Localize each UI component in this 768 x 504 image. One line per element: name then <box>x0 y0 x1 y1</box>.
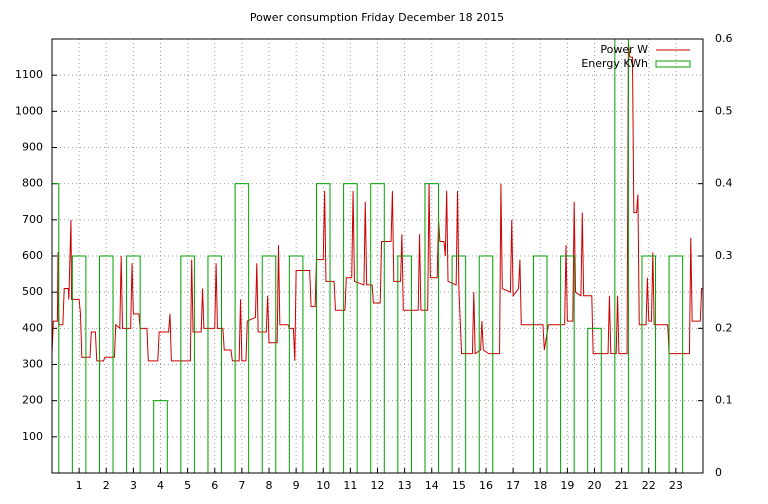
y2-tick-label: 0.3 <box>715 249 733 262</box>
y2-tick-label: 0.2 <box>715 321 733 334</box>
plot-area <box>52 39 703 473</box>
energy-box <box>451 255 467 473</box>
x-tick-label: 9 <box>293 479 300 492</box>
energy-box <box>288 255 304 473</box>
energy-box <box>98 255 114 473</box>
y-tick-label: 400 <box>22 321 43 334</box>
x-tick-label: 2 <box>103 479 110 492</box>
x-tick-label: 5 <box>184 479 191 492</box>
energy-box <box>424 183 440 473</box>
x-tick-label: 7 <box>238 479 245 492</box>
x-tick-label: 11 <box>343 479 357 492</box>
x-tick-label: 20 <box>588 479 602 492</box>
x-tick-label: 12 <box>371 479 385 492</box>
y-tick-label: 300 <box>22 358 43 371</box>
x-tick-label: 4 <box>157 479 164 492</box>
energy-box <box>560 255 575 473</box>
x-tick-label: 19 <box>560 479 574 492</box>
x-tick-label: 16 <box>479 479 493 492</box>
x-tick-label: 1 <box>76 479 83 492</box>
y2-tick-label: 0.1 <box>715 394 733 407</box>
energy-box <box>668 255 684 473</box>
energy-box <box>234 183 250 473</box>
y-tick-label: 600 <box>22 249 43 262</box>
energy-box <box>126 255 141 473</box>
energy-box <box>641 255 657 473</box>
y2-tick-label: 0.4 <box>715 177 733 190</box>
y2-tick-label: 0.5 <box>715 104 733 117</box>
energy-box <box>614 39 629 473</box>
y2-tick-label: 0.6 <box>715 32 733 45</box>
x-tick-label: 21 <box>615 479 629 492</box>
y2-tick-label: 0 <box>715 466 722 479</box>
y-tick-label: 900 <box>22 141 43 154</box>
energy-box <box>532 255 548 473</box>
energy-box <box>71 255 87 473</box>
energy-box <box>261 255 277 473</box>
y-tick-label: 700 <box>22 213 43 226</box>
energy-box <box>315 183 331 473</box>
legend-label: Energy KWh <box>581 57 648 70</box>
energy-box <box>343 183 358 473</box>
x-tick-label: 22 <box>642 479 656 492</box>
energy-box <box>52 183 60 473</box>
x-tick-label: 13 <box>398 479 412 492</box>
y-tick-label: 100 <box>22 430 43 443</box>
energy-box <box>180 255 195 473</box>
y-tick-label: 1000 <box>15 104 43 117</box>
legend-swatch <box>655 60 691 68</box>
x-tick-label: 10 <box>316 479 330 492</box>
x-tick-label: 17 <box>506 479 520 492</box>
y-tick-label: 500 <box>22 285 43 298</box>
y-tick-label: 1100 <box>15 68 43 81</box>
x-tick-label: 14 <box>425 479 439 492</box>
energy-box <box>207 255 223 473</box>
x-tick-label: 18 <box>533 479 547 492</box>
plot-frame <box>51 38 704 474</box>
energy-box <box>397 255 412 473</box>
x-tick-label: 3 <box>130 479 137 492</box>
x-tick-label: 6 <box>211 479 218 492</box>
x-tick-label: 15 <box>452 479 466 492</box>
energy-box <box>587 327 602 473</box>
energy-box <box>370 183 385 473</box>
x-tick-label: 8 <box>266 479 273 492</box>
energy-box <box>478 255 494 473</box>
legend-label: Power W <box>600 43 648 56</box>
y-tick-label: 800 <box>22 177 43 190</box>
y-tick-label: 200 <box>22 394 43 407</box>
chart-title: Power consumption Friday December 18 201… <box>250 11 504 24</box>
x-tick-label: 23 <box>669 479 683 492</box>
power-line <box>52 42 703 362</box>
